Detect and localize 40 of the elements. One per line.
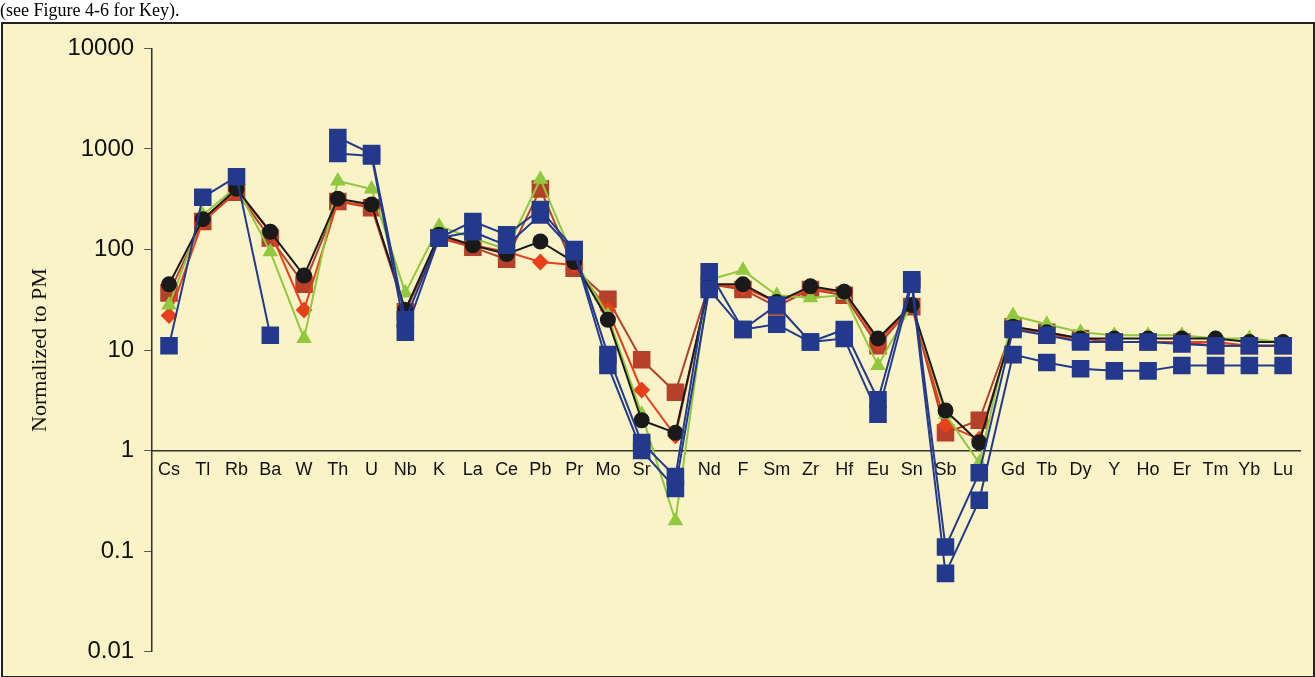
x-tick-label: Hf [835, 459, 855, 480]
text: (see Figure 4-6 for Key). [0, 0, 180, 20]
x-tick-label: Yb [1238, 459, 1261, 480]
y-tick-label: 1000 [80, 133, 135, 161]
x-tick-label: Th [327, 459, 349, 480]
x-tick-label: Gd [1001, 459, 1026, 480]
x-tick-label: Sm [763, 459, 791, 480]
y-tick-label: 10000 [67, 33, 135, 61]
x-tick-label: La [462, 459, 484, 480]
x-tick-label: Tb [1036, 459, 1058, 480]
x-tick-label: Ce [495, 459, 519, 480]
y-tick-label: 1 [120, 435, 135, 463]
x-tick-label: Y [1108, 459, 1121, 480]
x-tick-label: Eu [866, 459, 890, 480]
x-tick-label: Dy [1069, 459, 1092, 480]
x-tick-label: Tl [195, 459, 211, 480]
y-tick-label: 0.1 [100, 535, 135, 563]
x-tick-label: Sn [900, 459, 923, 480]
x-tick-label: U [365, 459, 379, 480]
x-tick-label: Mo [595, 459, 621, 480]
x-tick-label: Pr [565, 459, 584, 480]
x-tick-label: F [737, 459, 749, 480]
x-tick-label: Lu [1273, 459, 1294, 480]
x-tick-label: Er [1172, 459, 1191, 480]
y-axis-title: Normalized to PM [25, 268, 51, 432]
y-tick-label: 100 [94, 234, 135, 262]
x-tick-label: W [295, 459, 313, 480]
x-tick-label: Ho [1136, 459, 1160, 480]
x-tick-label: Rb [225, 459, 249, 480]
x-tick-label: Nd [697, 459, 721, 480]
y-tick-label: 10 [107, 334, 135, 362]
x-tick-label: Zr [801, 459, 819, 480]
x-tick-label: Nb [393, 459, 417, 480]
x-tick-label: Ba [259, 459, 283, 480]
x-tick-label: K [433, 459, 446, 480]
x-tick-label: Tm [1202, 459, 1229, 480]
x-tick-label: Cs [158, 459, 181, 480]
x-tick-label: Pb [529, 459, 552, 480]
x-tick-label: Sr [632, 459, 651, 480]
y-tick-label: 0.01 [87, 636, 135, 664]
